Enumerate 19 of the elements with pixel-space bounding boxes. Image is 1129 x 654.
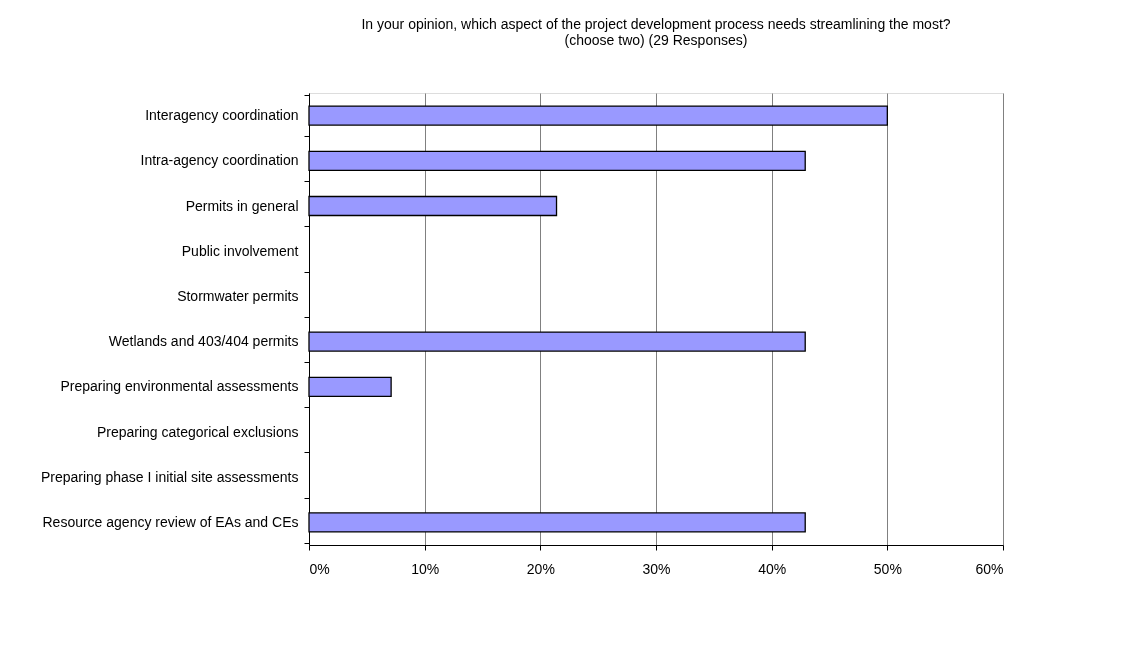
x-tick-label: 40% xyxy=(758,560,787,577)
x-tick-label: 50% xyxy=(873,560,902,577)
y-tick-label: Resource agency review of EAs and CEs xyxy=(42,513,299,530)
y-tick-label: Preparing phase I initial site assessments xyxy=(40,468,299,485)
x-tick-label: 60% xyxy=(975,560,1004,577)
y-tick-label: Interagency coordination xyxy=(145,107,299,124)
text: (choose two) (29 Responses) xyxy=(564,32,748,48)
y-tick-label: Permits in general xyxy=(185,197,299,214)
y-tick-label: Public involvement xyxy=(181,242,299,259)
x-tick-label: 0% xyxy=(309,560,330,577)
y-tick-label: Preparing environmental assessments xyxy=(60,378,299,395)
y-tick-label: Preparing categorical exclusions xyxy=(96,423,299,440)
text: In your opinion, which aspect of the project development process needs streamlining the most? xyxy=(361,16,951,32)
x-tick-label: 20% xyxy=(526,560,555,577)
y-tick-label: Intra-agency coordination xyxy=(140,152,299,169)
x-tick-label: 10% xyxy=(411,560,440,577)
x-tick-label: 30% xyxy=(642,560,671,577)
y-tick-label: Stormwater permits xyxy=(177,287,299,304)
y-tick-label: Wetlands and 403/404 permits xyxy=(108,333,299,350)
